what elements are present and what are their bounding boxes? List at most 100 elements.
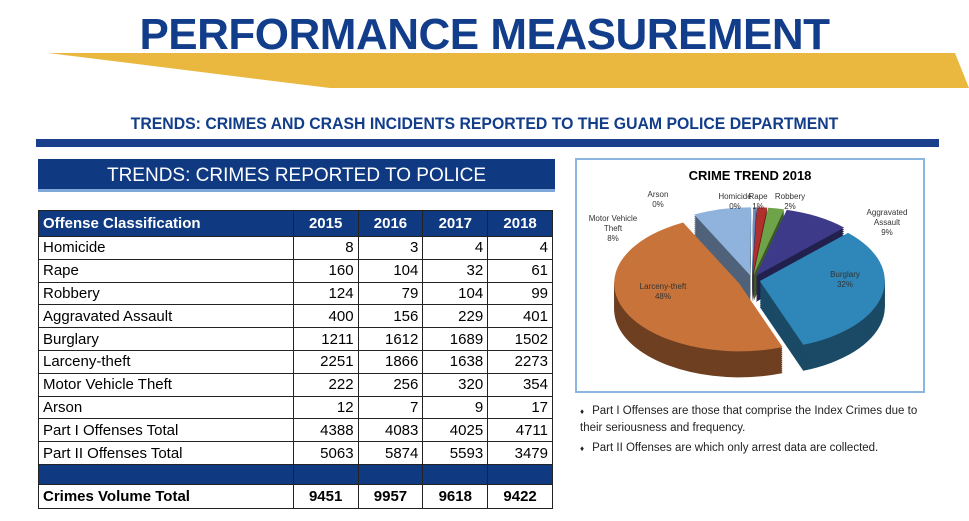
- pie-slice-side: [753, 213, 785, 282]
- row-label: Aggravated Assault: [38, 304, 294, 329]
- cell-value: 4388: [292, 418, 359, 443]
- cell-value: 4711: [487, 418, 553, 443]
- cell-value: 32: [422, 258, 489, 283]
- cell-value: 1689: [422, 327, 489, 351]
- spacer-cell: [38, 463, 294, 485]
- cell-value: 2273: [487, 349, 553, 374]
- total-row: Crimes Volume Total 9451 9957 9618 9422: [38, 483, 553, 509]
- cell-value: 3479: [487, 441, 553, 465]
- pie-slice-burglary: [759, 232, 885, 345]
- cell-value: 99: [487, 281, 553, 306]
- pie-slice-homicide: [752, 207, 757, 276]
- notes-list: Part I Offenses are those that comprise …: [580, 403, 940, 461]
- table-row: Arson 12 7 9 17: [38, 395, 553, 420]
- gold-banner: [48, 53, 969, 88]
- slice-name: Motor Vehicle Theft: [588, 214, 638, 233]
- cell-value: 79: [357, 281, 424, 306]
- row-label: Arson: [38, 395, 294, 420]
- slice-percent: 8%: [607, 234, 619, 243]
- total-value: 9957: [357, 483, 424, 509]
- column-header: 2017: [422, 210, 489, 237]
- divider: [36, 139, 939, 147]
- cell-value: 1211: [292, 327, 359, 351]
- spacer-row: [38, 463, 553, 485]
- pie-slice-rape: [752, 207, 768, 276]
- cell-value: 156: [357, 304, 424, 329]
- slice-label: Arson 0%: [628, 190, 688, 210]
- row-label: Homicide: [38, 236, 294, 260]
- slice-label: Rape 1%: [728, 192, 788, 212]
- total-value: 9451: [292, 483, 359, 509]
- cell-value: 1612: [357, 327, 424, 351]
- pie-slice-motor-vehicle-theft: [694, 207, 752, 276]
- cell-value: 222: [292, 372, 359, 397]
- slice-name: Larceny-theft: [639, 282, 687, 291]
- cell-value: 401: [487, 304, 553, 329]
- slice-label: Motor Vehicle Theft 8%: [583, 214, 643, 244]
- slice-name: Aggravated Assault: [866, 208, 908, 227]
- cell-value: 256: [357, 372, 424, 397]
- pie-slice-side: [752, 209, 757, 278]
- pie-slice-side: [753, 211, 785, 280]
- spacer-cell: [357, 463, 424, 485]
- pie-svg: [614, 207, 885, 378]
- total-label: Crimes Volume Total: [38, 483, 294, 509]
- slice-percent: 0%: [729, 202, 741, 211]
- page-subtitle: TRENDS: CRIMES AND CRASH INCIDENTS REPOR…: [130, 114, 839, 133]
- slice-label: Robbery 2%: [760, 192, 820, 212]
- row-label: Burglary: [38, 327, 294, 351]
- cell-value: 104: [357, 258, 424, 283]
- slice-name: Robbery: [774, 192, 806, 201]
- page-title: PERFORMANCE MEASUREMENT: [139, 10, 830, 59]
- pie-slice-larceny-theft: [614, 222, 783, 352]
- row-label: Robbery: [38, 281, 294, 306]
- pie-chart: CRIME TREND 2018 Homicide 0% Rape 1% Robbery…: [575, 158, 925, 393]
- cell-value: 4083: [357, 418, 424, 443]
- cell-value: 4025: [422, 418, 489, 443]
- spacer-cell: [422, 463, 489, 485]
- slice-name: Rape: [748, 192, 768, 201]
- cell-value: 4: [487, 236, 553, 260]
- spacer-cell: [487, 463, 553, 485]
- slice-percent: 1%: [752, 202, 764, 211]
- slice-percent: 48%: [654, 292, 671, 301]
- row-label: Motor Vehicle Theft: [38, 372, 294, 397]
- cell-value: 229: [422, 304, 489, 329]
- row-label: Rape: [38, 258, 294, 283]
- cell-value: 12: [292, 395, 359, 420]
- pie-slice-aggravated-assault: [755, 209, 845, 276]
- table-row: Part II Offenses Total 5063 5874 5593 3479: [38, 441, 553, 465]
- table-title: TRENDS: CRIMES REPORTED TO POLICE: [38, 159, 555, 192]
- slice-label: Larceny-theft 48%: [633, 282, 693, 302]
- cell-value: 5063: [292, 441, 359, 465]
- spacer-cell: [292, 463, 359, 485]
- table-row: Burglary 1211 1612 1689 1502: [38, 327, 553, 351]
- row-label: Part II Offenses Total: [38, 441, 294, 465]
- note-part1: Part I Offenses are those that comprise …: [580, 403, 940, 436]
- column-header: 2015: [292, 210, 359, 237]
- column-header: Offense Classification: [38, 210, 294, 237]
- pie-slice-arson: [752, 207, 756, 276]
- row-label: Part I Offenses Total: [38, 418, 294, 443]
- pie-slice-side: [752, 211, 757, 280]
- cell-value: 7: [357, 395, 424, 420]
- table-row: Aggravated Assault 400 156 229 401: [38, 304, 553, 329]
- row-label: Larceny-theft: [38, 349, 294, 374]
- slice-percent: 2%: [784, 202, 796, 211]
- table-header: Offense Classification 2015 2016 2017 2018: [38, 210, 553, 237]
- table-row: Part I Offenses Total 4388 4083 4025 4711: [38, 418, 553, 443]
- table-row: Motor Vehicle Theft 222 256 320 354: [38, 372, 553, 397]
- cell-value: 4: [422, 236, 489, 260]
- table-row: Homicide 8 3 4 4: [38, 236, 553, 260]
- slice-percent: 32%: [836, 280, 853, 289]
- cell-value: 1638: [422, 349, 489, 374]
- total-value: 9422: [487, 483, 553, 509]
- column-header: 2016: [357, 210, 424, 237]
- cell-value: 8: [292, 236, 359, 260]
- pie-slice-side: [753, 209, 785, 278]
- slice-percent: 0%: [652, 200, 664, 209]
- slice-name: Homicide: [718, 192, 752, 201]
- cell-value: 5874: [357, 441, 424, 465]
- cell-value: 9: [422, 395, 489, 420]
- cell-value: 61: [487, 258, 553, 283]
